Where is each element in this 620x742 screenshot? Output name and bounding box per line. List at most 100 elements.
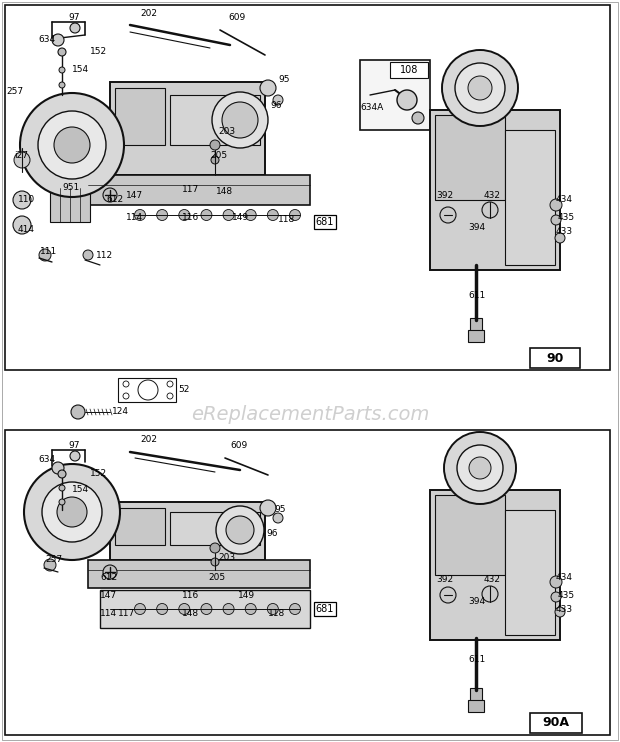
Circle shape xyxy=(103,565,117,579)
Text: 148: 148 xyxy=(216,188,233,197)
Circle shape xyxy=(223,209,234,220)
Circle shape xyxy=(412,112,424,124)
Circle shape xyxy=(216,506,264,554)
Circle shape xyxy=(58,470,66,478)
Text: 611: 611 xyxy=(468,655,485,665)
Bar xyxy=(530,713,582,733)
Text: 203: 203 xyxy=(218,554,235,562)
Circle shape xyxy=(444,432,516,504)
Text: 434: 434 xyxy=(556,574,573,582)
Text: 147: 147 xyxy=(126,191,143,200)
Bar xyxy=(5,5,610,370)
Bar xyxy=(530,348,580,368)
Bar xyxy=(100,590,310,628)
Text: 90A: 90A xyxy=(542,717,570,729)
Circle shape xyxy=(273,513,283,523)
Text: 95: 95 xyxy=(274,505,285,514)
Circle shape xyxy=(551,215,561,225)
Circle shape xyxy=(13,216,31,234)
Text: 435: 435 xyxy=(558,214,575,223)
Text: 609: 609 xyxy=(230,441,247,450)
Bar xyxy=(435,495,505,575)
Text: 394: 394 xyxy=(468,223,485,232)
Circle shape xyxy=(455,63,505,113)
Circle shape xyxy=(260,80,276,96)
Bar xyxy=(468,330,484,342)
Circle shape xyxy=(14,152,30,168)
Circle shape xyxy=(52,34,64,46)
Text: 433: 433 xyxy=(556,605,573,614)
Circle shape xyxy=(550,576,562,588)
Circle shape xyxy=(482,202,498,218)
Text: 612: 612 xyxy=(106,195,123,205)
Circle shape xyxy=(70,23,80,33)
Circle shape xyxy=(83,250,93,260)
Circle shape xyxy=(103,188,117,202)
Text: 111: 111 xyxy=(40,248,57,257)
Circle shape xyxy=(223,603,234,614)
Circle shape xyxy=(54,127,90,163)
Circle shape xyxy=(555,233,565,243)
Text: 116: 116 xyxy=(182,591,199,600)
Bar xyxy=(505,510,555,635)
Circle shape xyxy=(123,381,129,387)
Text: 202: 202 xyxy=(140,436,157,444)
Circle shape xyxy=(59,67,65,73)
Text: 52: 52 xyxy=(178,386,189,395)
Circle shape xyxy=(267,209,278,220)
Text: 634A: 634A xyxy=(360,103,383,113)
Text: 147: 147 xyxy=(100,591,117,600)
Circle shape xyxy=(442,50,518,126)
Circle shape xyxy=(246,209,256,220)
Bar xyxy=(110,502,265,560)
Bar xyxy=(390,62,428,78)
Circle shape xyxy=(179,603,190,614)
Circle shape xyxy=(59,499,65,505)
Text: 148: 148 xyxy=(182,609,199,619)
Circle shape xyxy=(440,207,456,223)
Circle shape xyxy=(39,249,51,261)
Circle shape xyxy=(157,603,167,614)
Circle shape xyxy=(211,156,219,164)
Text: 154: 154 xyxy=(72,485,89,494)
Text: 114: 114 xyxy=(100,609,117,619)
Text: 116: 116 xyxy=(182,214,199,223)
Circle shape xyxy=(212,92,268,148)
Bar xyxy=(50,188,90,222)
Bar xyxy=(115,88,165,145)
Circle shape xyxy=(44,559,56,571)
Text: 202: 202 xyxy=(140,10,157,19)
Text: 257: 257 xyxy=(45,556,62,565)
Circle shape xyxy=(260,500,276,516)
Circle shape xyxy=(59,485,65,491)
Text: 112: 112 xyxy=(96,251,113,260)
Text: 392: 392 xyxy=(436,191,453,200)
Circle shape xyxy=(551,592,561,602)
Circle shape xyxy=(70,451,80,461)
Circle shape xyxy=(135,603,146,614)
Bar xyxy=(170,95,260,145)
Circle shape xyxy=(201,603,212,614)
Text: 152: 152 xyxy=(90,47,107,56)
Circle shape xyxy=(167,393,173,399)
Text: 117: 117 xyxy=(182,186,199,194)
Text: 124: 124 xyxy=(112,407,129,416)
Circle shape xyxy=(555,607,565,617)
Circle shape xyxy=(482,586,498,602)
Bar xyxy=(170,512,260,545)
Text: 414: 414 xyxy=(18,226,35,234)
Text: 435: 435 xyxy=(558,591,575,600)
Text: 118: 118 xyxy=(268,609,285,619)
Circle shape xyxy=(123,393,129,399)
Circle shape xyxy=(57,497,87,527)
Circle shape xyxy=(71,405,85,419)
Text: 114: 114 xyxy=(126,214,143,223)
Text: 149: 149 xyxy=(232,214,249,223)
Circle shape xyxy=(397,90,417,110)
Bar xyxy=(470,688,482,702)
Circle shape xyxy=(24,464,120,560)
Text: 634: 634 xyxy=(38,36,55,45)
Text: 110: 110 xyxy=(18,195,35,205)
Circle shape xyxy=(550,199,562,211)
Circle shape xyxy=(138,380,158,400)
